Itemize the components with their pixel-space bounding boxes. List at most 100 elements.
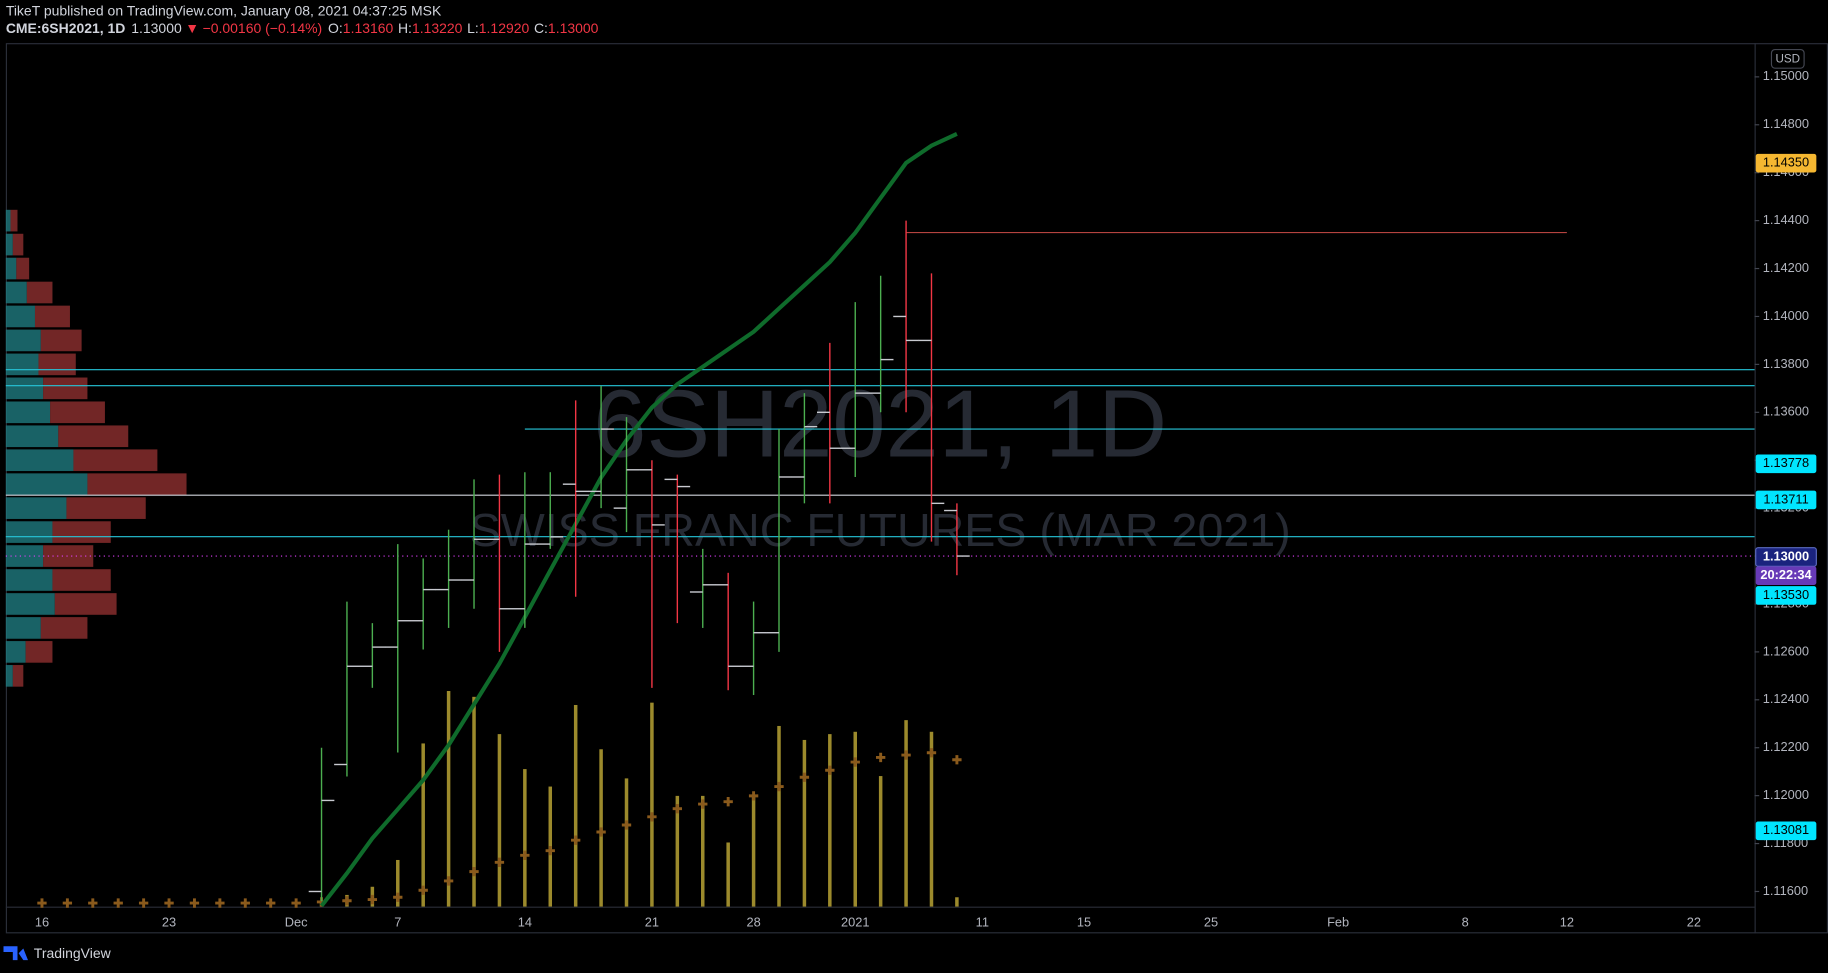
change: −0.00160 (−0.14%) <box>203 20 323 36</box>
volume-bar <box>701 795 705 907</box>
volume-ma-point <box>189 898 200 908</box>
profile-down <box>10 209 18 232</box>
x-tick-label: 11 <box>976 914 989 929</box>
price-tag <box>1755 490 1817 510</box>
volume-bar <box>650 702 654 907</box>
volume-ma-point <box>571 835 581 845</box>
currency-box <box>1770 48 1805 69</box>
volume-ma-point <box>418 885 428 895</box>
x-tick-label: 21 <box>645 914 659 929</box>
volume-ma-point <box>545 845 555 856</box>
y-tick-label: 1.12200 <box>1763 739 1809 754</box>
y-tick-label: 1.13800 <box>1763 356 1809 371</box>
volume-ma-point <box>901 750 911 760</box>
y-tick-label: 1.14400 <box>1763 212 1809 227</box>
price-tag <box>1755 821 1817 841</box>
profile-up <box>5 449 74 472</box>
profile-up <box>5 617 41 639</box>
volume-ma-point <box>596 827 606 837</box>
x-tick-label: 16 <box>35 914 49 929</box>
x-tick-label: 25 <box>1204 914 1218 929</box>
price-tag-label: 1.14350 <box>1763 155 1809 170</box>
profile-up <box>5 377 44 400</box>
symbol-line: CME:6SH2021, 1D 1.13000 ▼ −0.00160 (−0.14%)… <box>6 20 599 36</box>
volume-ma-point <box>621 820 632 830</box>
x-tick-label: 15 <box>1077 914 1091 929</box>
profile-up <box>5 425 59 448</box>
brand-logo <box>3 946 28 961</box>
volume-bar <box>497 734 502 907</box>
brand: TradingView <box>34 945 112 961</box>
symbol: CME:6SH2021, 1D <box>6 20 126 36</box>
volume-bar <box>396 859 400 907</box>
price-tag-label: 20:22:34 <box>1760 567 1812 582</box>
volume-bar <box>726 842 730 907</box>
price-tag-label: 1.13711 <box>1763 491 1808 506</box>
profile-down <box>52 521 111 543</box>
y-tick-label: 1.12600 <box>1763 643 1809 658</box>
profile-up <box>5 473 88 495</box>
profile-down <box>26 281 53 304</box>
volume-bar <box>828 734 832 907</box>
y-tick-label: 1.14000 <box>1763 308 1809 323</box>
y-tick-label: 1.14800 <box>1763 116 1809 131</box>
volume-ma-point <box>164 898 174 908</box>
volume-ma-point <box>266 898 276 908</box>
volume-bar <box>472 696 476 907</box>
x-tick-label: 8 <box>1462 914 1469 929</box>
profile-down <box>50 401 105 424</box>
profile-down <box>87 473 187 495</box>
price-tag-label: 1.13778 <box>1763 455 1809 470</box>
volume-ma-point <box>88 898 98 908</box>
volume-bar <box>929 731 934 907</box>
volume-ma-point <box>113 898 123 908</box>
volume-bar <box>421 743 425 907</box>
profile-down <box>12 233 24 256</box>
volume-bar <box>955 897 959 907</box>
y-tick-label: 1.12400 <box>1763 691 1809 706</box>
volume-ma-point <box>875 752 886 763</box>
volume-bar <box>446 691 451 907</box>
price-tag <box>1755 586 1817 605</box>
y-tick-label: 1.11600 <box>1763 883 1808 898</box>
profile-up <box>5 329 41 352</box>
volume-ma-point <box>774 781 784 792</box>
volume-ma-point <box>393 892 403 902</box>
profile-down <box>43 377 88 400</box>
volume-ma-point <box>342 896 352 906</box>
x-tick-label: 12 <box>1560 914 1574 929</box>
volume-bar <box>878 776 883 907</box>
volume-ma-point <box>443 876 454 886</box>
volume-ma-point <box>520 850 530 860</box>
currency: USD <box>1775 53 1800 66</box>
volume-ma-point <box>748 791 759 801</box>
l: 1.12920 <box>479 20 530 36</box>
profile-up <box>5 641 26 663</box>
volume-ma-point <box>647 812 657 822</box>
volume-ma-point <box>469 866 479 877</box>
publisher: TikeT published on TradingView.com, Janu… <box>6 2 442 18</box>
profile-down <box>52 569 111 591</box>
profile-up <box>5 305 35 328</box>
x-tick-label: Feb <box>1327 914 1349 929</box>
volume-bar <box>777 725 781 907</box>
profile-down <box>34 305 70 328</box>
x-tick-label: 7 <box>394 914 401 929</box>
watermark-subtitle: SWISS FRANC FUTURES (MAR 2021) <box>470 504 1291 556</box>
profile-down <box>16 257 30 280</box>
volume-ma-point <box>926 748 937 758</box>
price-tag <box>1755 566 1817 585</box>
arrow: ▼ <box>185 20 199 36</box>
price-tag <box>1755 153 1817 173</box>
profile-up <box>5 257 17 280</box>
o: 1.13160 <box>343 20 394 36</box>
h: 1.13220 <box>412 20 463 36</box>
profile-up <box>5 233 13 256</box>
moving-average <box>319 132 958 908</box>
profile-up <box>5 521 53 543</box>
y-tick-label: 1.12000 <box>1763 787 1809 802</box>
profile-down <box>58 425 129 448</box>
volume-ma-point <box>723 797 733 807</box>
